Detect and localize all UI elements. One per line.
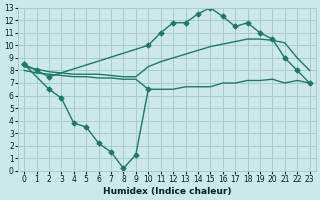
- X-axis label: Humidex (Indice chaleur): Humidex (Indice chaleur): [103, 187, 231, 196]
